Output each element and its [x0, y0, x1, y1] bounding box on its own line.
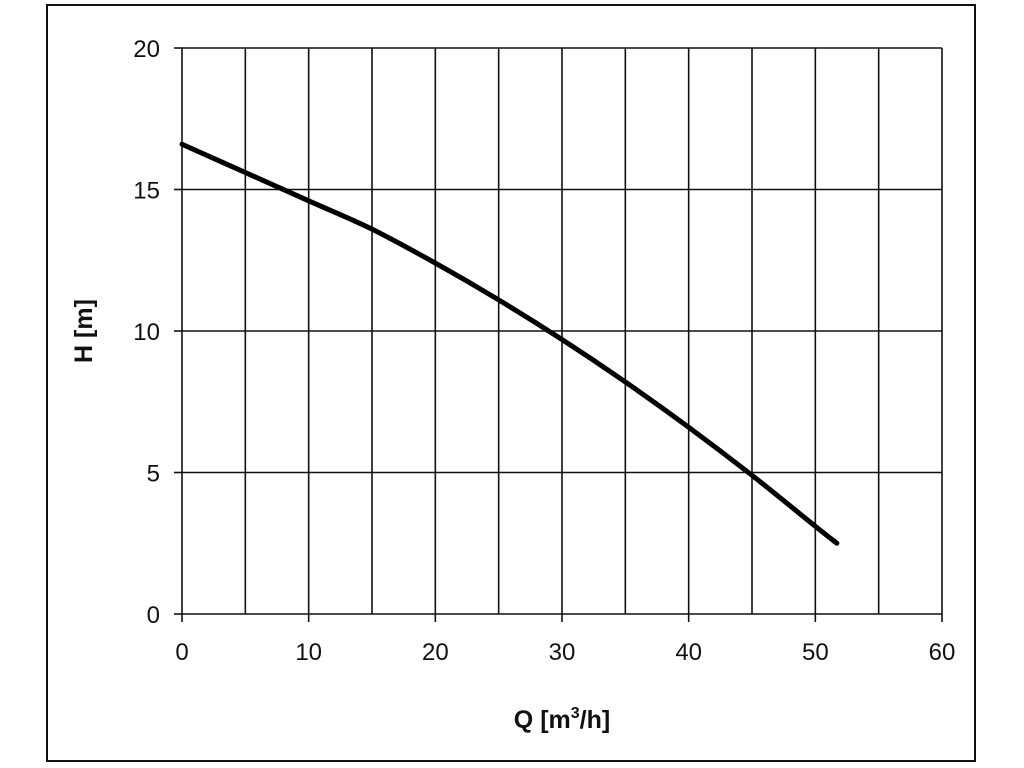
x-tick-label: 0: [175, 639, 188, 666]
series-group: [179, 141, 840, 546]
grid: [181, 47, 943, 615]
x-tick-label: 40: [675, 639, 702, 666]
series-line: [179, 141, 840, 546]
x-tick-label: 60: [929, 639, 956, 666]
x-axis-label: Q [m3/h]: [514, 705, 610, 734]
y-tick-label: 10: [133, 319, 160, 346]
chart-svg: 0 10 20 30 40 50 60 0 5 10 15 20 Q [m3/h] H [m]: [70, 36, 955, 734]
chart-frame: 0 10 20 30 40 50 60 0 5 10 15 20 Q [m3/h] H [m]: [46, 4, 976, 762]
x-tick-label: 30: [549, 639, 576, 666]
x-tick-label: 20: [422, 639, 449, 666]
y-axis-label: H [m]: [70, 299, 98, 363]
x-tick-label: 10: [295, 639, 322, 666]
y-tick-label: 20: [133, 36, 160, 63]
x-tick-label: 50: [802, 639, 829, 666]
x-tick-labels: 0 10 20 30 40 50 60: [175, 639, 955, 666]
y-tick-label: 0: [147, 602, 160, 629]
y-tick-label: 15: [133, 178, 160, 205]
y-tick-label: 5: [147, 461, 160, 488]
tick-marks: [174, 47, 943, 622]
y-tick-labels: 0 5 10 15 20: [133, 36, 160, 629]
